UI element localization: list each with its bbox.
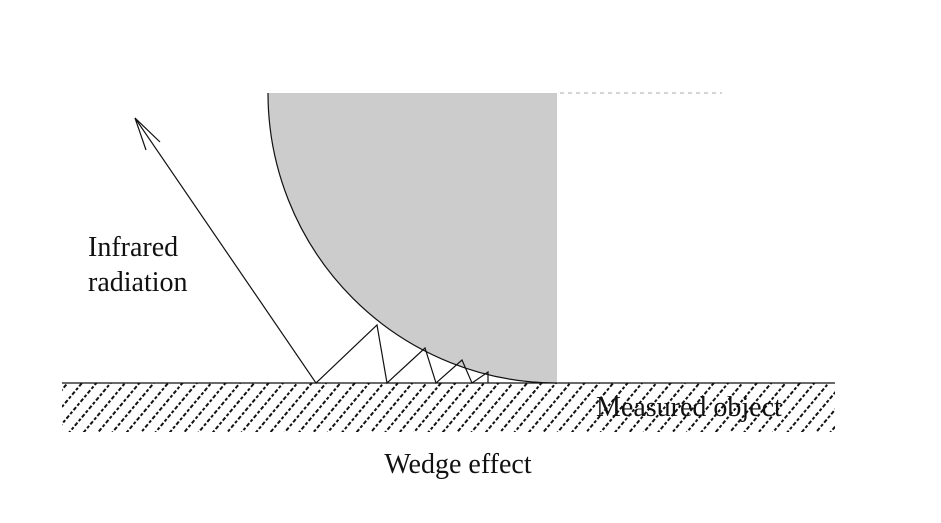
label-radiation: radiation xyxy=(88,267,188,298)
reflection-ray-path xyxy=(134,117,489,385)
caption-wedge-effect: Wedge effect xyxy=(384,449,531,480)
probe-curve xyxy=(267,92,558,384)
arrow-head-icon xyxy=(134,117,161,151)
label-infrared: Infrared xyxy=(88,232,178,263)
measured-object-surface xyxy=(62,383,835,432)
label-measured-object: Measured object xyxy=(596,392,782,423)
probe-body xyxy=(268,93,557,383)
